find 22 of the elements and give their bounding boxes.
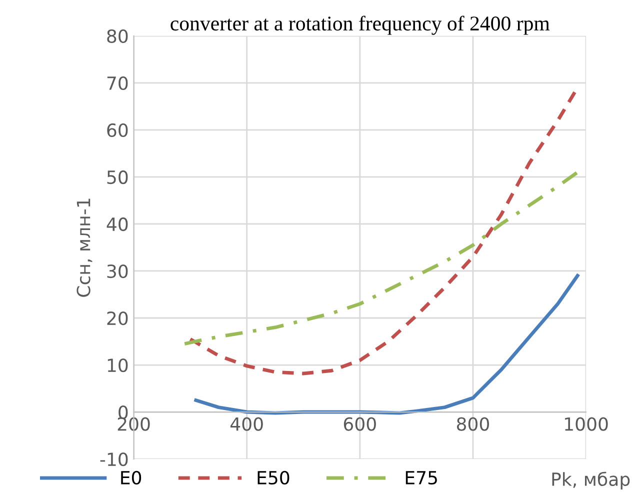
y-tick-label: 60: [107, 123, 128, 138]
x-tick-label: 600: [344, 417, 376, 431]
x-tick-label: 800: [456, 417, 490, 431]
line-series: [194, 274, 580, 415]
y-tick-label: 30: [107, 264, 128, 278]
y-tick-label: 80: [107, 29, 128, 44]
y-tick-label: -10: [100, 452, 128, 466]
y-tick-label: 10: [108, 358, 128, 372]
x-tick-label: 200: [118, 417, 150, 431]
x-tick-label: 400: [230, 417, 263, 431]
y-axis-title: Ccн, млн-1: [76, 198, 92, 297]
legend-label: E0: [121, 470, 142, 485]
legend-label: E50: [258, 470, 290, 485]
y-tick-label: 20: [107, 311, 128, 326]
y-tick-label: 40: [106, 217, 128, 232]
chart-title: converter at a rotation frequency of 2400 rpm: [170, 16, 550, 35]
x-tick-label: 1000: [565, 417, 608, 431]
y-tick-label: 70: [107, 76, 128, 90]
x-axis-title: Pk, мбар: [552, 472, 630, 490]
legend-label: E75: [406, 471, 437, 485]
y-tick-label: 50: [107, 170, 128, 184]
line-series: [182, 170, 580, 346]
